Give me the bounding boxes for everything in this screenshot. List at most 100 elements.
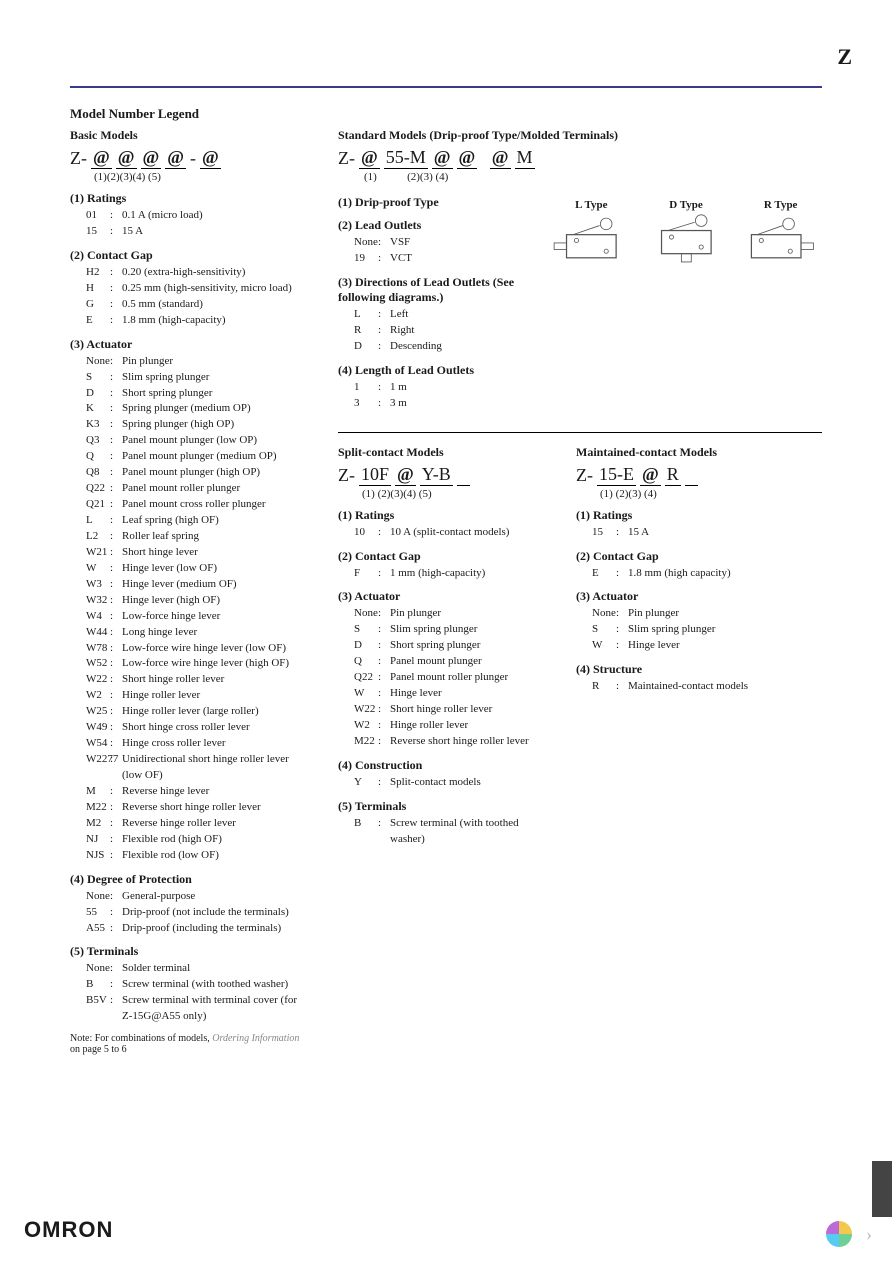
diagram-d: D Type (645, 199, 728, 420)
split-section: (1) Ratings10:10 A (split-contact models… (338, 508, 548, 541)
right-column: Standard Models (Drip-proof Type/Molded … (338, 128, 822, 1055)
legend-row: Q:Panel mount plunger (338, 654, 548, 670)
legend-row: W52:Low-force wire hinge lever (high OF) (70, 656, 310, 672)
legend-row: Q3:Panel mount plunger (low OP) (70, 433, 310, 449)
maintained-section-title: (1) Ratings (576, 508, 822, 523)
legend-colon: : (110, 593, 122, 609)
standard-section-title: (4) Length of Lead Outlets (338, 363, 538, 378)
legend-row: K3:Spring plunger (high OP) (70, 417, 310, 433)
legend-value: Flexible rod (low OF) (122, 848, 310, 864)
legend-row: W44:Long hinge lever (70, 625, 310, 641)
basic-title: Basic Models (70, 128, 310, 143)
legend-value: Reverse hinge lever (122, 784, 310, 800)
legend-colon: : (110, 736, 122, 752)
basic-section: (5) TerminalsNone:Solder terminalB:Screw… (70, 944, 310, 1025)
legend-value: 1.8 mm (high-capacity) (122, 313, 310, 329)
legend-colon: : (378, 686, 390, 702)
legend-key: Q3 (70, 433, 110, 449)
legend-value: Solder terminal (122, 961, 310, 977)
legend-colon: : (378, 654, 390, 670)
legend-row: W21:Short hinge lever (70, 545, 310, 561)
basic-section-title: (3) Actuator (70, 337, 310, 352)
main-title: Model Number Legend (70, 106, 822, 122)
split-section-title: (4) Construction (338, 758, 548, 773)
legend-row: B5V:Screw terminal with terminal cover (… (70, 993, 310, 1025)
next-page-chevron-icon[interactable]: › (866, 1224, 872, 1245)
legend-key: B (70, 977, 110, 993)
legend-colon: : (378, 566, 390, 582)
legend-value: 0.25 mm (high-sensitivity, micro load) (122, 281, 310, 297)
legend-row: M22:Reverse short hinge roller lever (70, 800, 310, 816)
legend-colon: : (110, 752, 122, 784)
legend-colon: : (110, 481, 122, 497)
legend-row: R:Right (338, 323, 538, 339)
basic-section-title: (1) Ratings (70, 191, 310, 206)
brand-logo: OMRON (24, 1217, 113, 1243)
legend-value: Hinge roller lever (122, 688, 310, 704)
legend-key: W2 (338, 718, 378, 734)
legend-row: None:Pin plunger (576, 606, 822, 622)
legend-row: S:Slim spring plunger (338, 622, 548, 638)
maintained-section-title: (2) Contact Gap (576, 549, 822, 564)
legend-colon: : (110, 720, 122, 736)
legend-row: W22:Short hinge roller lever (70, 672, 310, 688)
legend-value: Maintained-contact models (628, 679, 822, 695)
legend-value: Short hinge roller lever (122, 672, 310, 688)
legend-value: Pin plunger (122, 354, 310, 370)
maintained-model-pattern: Z- 15-E@R (576, 464, 822, 486)
legend-colon: : (378, 235, 390, 251)
standard-idx: (1) (2)(3) (4) (338, 171, 822, 183)
legend-colon: : (110, 297, 122, 313)
legend-row: W2:Hinge roller lever (338, 718, 548, 734)
legend-value: General-purpose (122, 889, 310, 905)
legend-key: 1 (338, 380, 378, 396)
legend-row: G:0.5 mm (standard) (70, 297, 310, 313)
legend-value: Slim spring plunger (628, 622, 822, 638)
legend-value: 15 A (122, 224, 310, 240)
split-section-title: (3) Actuator (338, 589, 548, 604)
legend-value: 0.1 A (micro load) (122, 208, 310, 224)
legend-value: Screw terminal with terminal cover (for … (122, 993, 310, 1025)
legend-value: Spring plunger (high OP) (122, 417, 310, 433)
legend-row: 15:15 A (576, 525, 822, 541)
legend-colon: : (110, 545, 122, 561)
legend-key: H (70, 281, 110, 297)
basic-section-title: (5) Terminals (70, 944, 310, 959)
legend-colon: : (616, 606, 628, 622)
legend-row: B:Screw terminal (with toothed washer) (338, 816, 548, 848)
legend-key: K (70, 401, 110, 417)
standard-title: Standard Models (Drip-proof Type/Molded … (338, 128, 822, 143)
basic-section: (2) Contact GapH2:0.20 (extra-high-sensi… (70, 248, 310, 329)
split-section: (5) TerminalsB:Screw terminal (with toot… (338, 799, 548, 848)
legend-colon: : (378, 606, 390, 622)
legend-colon: : (110, 816, 122, 832)
legend-colon: : (110, 497, 122, 513)
legend-value: Drip-proof (not include the terminals) (122, 905, 310, 921)
legend-key: L (70, 513, 110, 529)
legend-value: Panel mount plunger (high OP) (122, 465, 310, 481)
legend-colon: : (378, 775, 390, 791)
divider-1 (338, 432, 822, 433)
legend-row: 3:3 m (338, 396, 538, 412)
legend-row: None:Pin plunger (70, 354, 310, 370)
legend-value: 1 m (390, 380, 538, 396)
legend-key: E (576, 566, 616, 582)
legend-colon: : (378, 339, 390, 355)
legend-key: G (70, 297, 110, 313)
legend-colon: : (378, 702, 390, 718)
legend-key: F (338, 566, 378, 582)
legend-row: None:Pin plunger (338, 606, 548, 622)
legend-key: 10 (338, 525, 378, 541)
legend-value: Low-force wire hinge lever (high OF) (122, 656, 310, 672)
legend-key: B5V (70, 993, 110, 1025)
legend-value: Pin plunger (390, 606, 548, 622)
legend-row: NJ:Flexible rod (high OF) (70, 832, 310, 848)
legend-row: W:Hinge lever (576, 638, 822, 654)
legend-value: 3 m (390, 396, 538, 412)
legend-colon: : (110, 354, 122, 370)
legend-colon: : (616, 566, 628, 582)
legend-value: Short hinge roller lever (390, 702, 548, 718)
legend-colon: : (110, 417, 122, 433)
legend-colon: : (110, 784, 122, 800)
legend-value: Panel mount plunger (medium OP) (122, 449, 310, 465)
